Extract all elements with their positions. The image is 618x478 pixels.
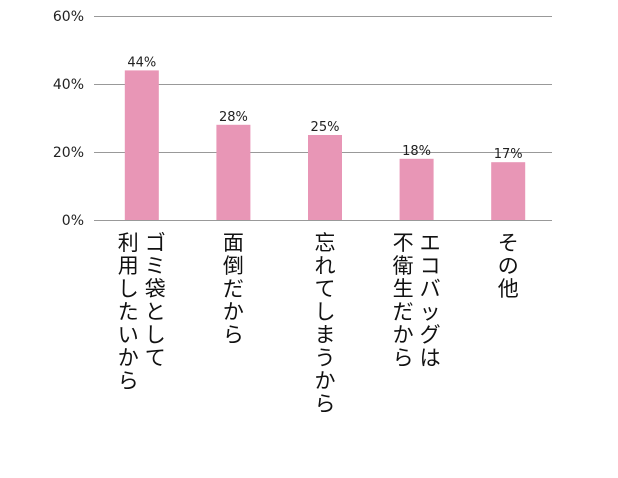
bar — [308, 135, 342, 220]
category-label: 面倒だから — [223, 231, 244, 347]
data-label: 17% — [494, 147, 523, 162]
y-tick-label: 40% — [53, 77, 84, 93]
category-label-line: 利用したいから — [118, 231, 139, 393]
data-labels: 44% 28% 25% 18% 17% — [127, 55, 522, 162]
category-label-line: 面倒だから — [223, 231, 244, 347]
bar — [491, 162, 526, 220]
y-tick-label: 60% — [53, 9, 84, 25]
category-label-line: エコバッグは — [420, 231, 441, 370]
category-label-line: その他 — [498, 231, 519, 301]
category-label: 忘れてしまうから — [315, 231, 336, 416]
data-label: 18% — [402, 144, 431, 159]
gridlines — [94, 16, 552, 221]
y-axis-tick-labels: 0% 20% 40% 60% — [53, 9, 84, 229]
y-tick-label: 20% — [53, 145, 84, 161]
bars — [124, 70, 526, 221]
data-label: 28% — [219, 110, 248, 125]
category-label: その他 — [498, 231, 519, 301]
bar — [124, 70, 159, 221]
y-tick-label: 0% — [62, 213, 84, 229]
data-label: 25% — [311, 120, 340, 135]
data-label: 44% — [127, 55, 156, 70]
bar — [216, 124, 251, 220]
category-label-line: 不衛生だから — [393, 231, 414, 370]
bar — [399, 158, 434, 220]
category-label-line: ゴミ袋として — [145, 231, 166, 370]
category-label-line: 忘れてしまうから — [315, 231, 336, 416]
